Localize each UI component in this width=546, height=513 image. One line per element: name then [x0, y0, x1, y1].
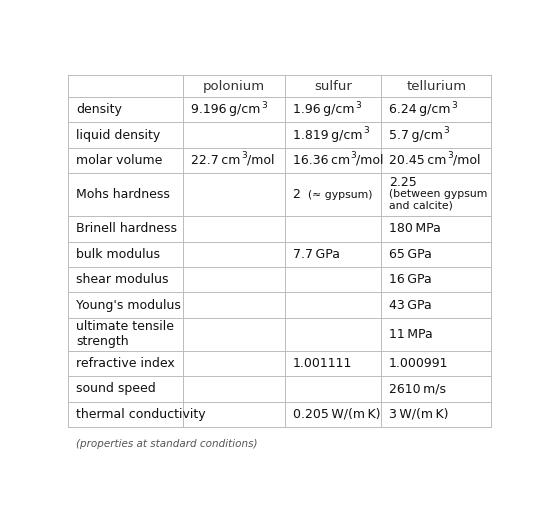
Text: Young's modulus: Young's modulus — [76, 299, 181, 311]
Text: ultimate tensile
strength: ultimate tensile strength — [76, 320, 174, 348]
Text: 2.25: 2.25 — [389, 176, 417, 189]
Text: 0.205 W/(m K): 0.205 W/(m K) — [293, 408, 380, 421]
Text: (≈ gypsum): (≈ gypsum) — [308, 190, 373, 200]
Text: /mol: /mol — [356, 154, 384, 167]
Text: tellurium: tellurium — [406, 80, 466, 93]
Text: 180 MPa: 180 MPa — [389, 223, 441, 235]
Text: 3: 3 — [444, 126, 449, 135]
Text: /mol: /mol — [247, 154, 275, 167]
Text: 6.24 g/cm: 6.24 g/cm — [389, 103, 450, 116]
Text: 3: 3 — [351, 151, 356, 161]
Text: 3: 3 — [261, 101, 267, 110]
Text: 3: 3 — [447, 151, 453, 161]
Text: bulk modulus: bulk modulus — [76, 248, 160, 261]
Text: 20.45 cm: 20.45 cm — [389, 154, 447, 167]
Text: sulfur: sulfur — [314, 80, 352, 93]
Text: 5.7 g/cm: 5.7 g/cm — [389, 129, 443, 142]
Text: 65 GPa: 65 GPa — [389, 248, 432, 261]
Text: 1.96 g/cm: 1.96 g/cm — [293, 103, 354, 116]
Text: 11 MPa: 11 MPa — [389, 328, 433, 341]
Text: 43 GPa: 43 GPa — [389, 299, 432, 311]
Text: 1.000991: 1.000991 — [389, 357, 448, 370]
Text: liquid density: liquid density — [76, 129, 160, 142]
Text: polonium: polonium — [203, 80, 265, 93]
Text: 22.7 cm: 22.7 cm — [191, 154, 240, 167]
Text: 9.196 g/cm: 9.196 g/cm — [191, 103, 260, 116]
Text: thermal conductivity: thermal conductivity — [76, 408, 205, 421]
Text: (between gypsum
and calcite): (between gypsum and calcite) — [389, 189, 488, 211]
Text: 3: 3 — [363, 126, 369, 135]
Text: molar volume: molar volume — [76, 154, 162, 167]
Text: 3: 3 — [452, 101, 457, 110]
Text: 16.36 cm: 16.36 cm — [293, 154, 349, 167]
Text: sound speed: sound speed — [76, 382, 156, 396]
Text: Brinell hardness: Brinell hardness — [76, 223, 177, 235]
Text: density: density — [76, 103, 122, 116]
Text: /mol: /mol — [453, 154, 480, 167]
Text: 16 GPa: 16 GPa — [389, 273, 432, 286]
Text: 2610 m/s: 2610 m/s — [389, 382, 446, 396]
Text: 3 W/(m K): 3 W/(m K) — [389, 408, 448, 421]
Text: Mohs hardness: Mohs hardness — [76, 188, 170, 201]
Text: shear modulus: shear modulus — [76, 273, 168, 286]
Text: 3: 3 — [355, 101, 360, 110]
Text: refractive index: refractive index — [76, 357, 175, 370]
Text: 1.819 g/cm: 1.819 g/cm — [293, 129, 362, 142]
Text: 7.7 GPa: 7.7 GPa — [293, 248, 340, 261]
Text: 2: 2 — [293, 188, 308, 201]
Text: (properties at standard conditions): (properties at standard conditions) — [76, 439, 257, 449]
Text: 1.001111: 1.001111 — [293, 357, 352, 370]
Text: 3: 3 — [241, 151, 247, 161]
